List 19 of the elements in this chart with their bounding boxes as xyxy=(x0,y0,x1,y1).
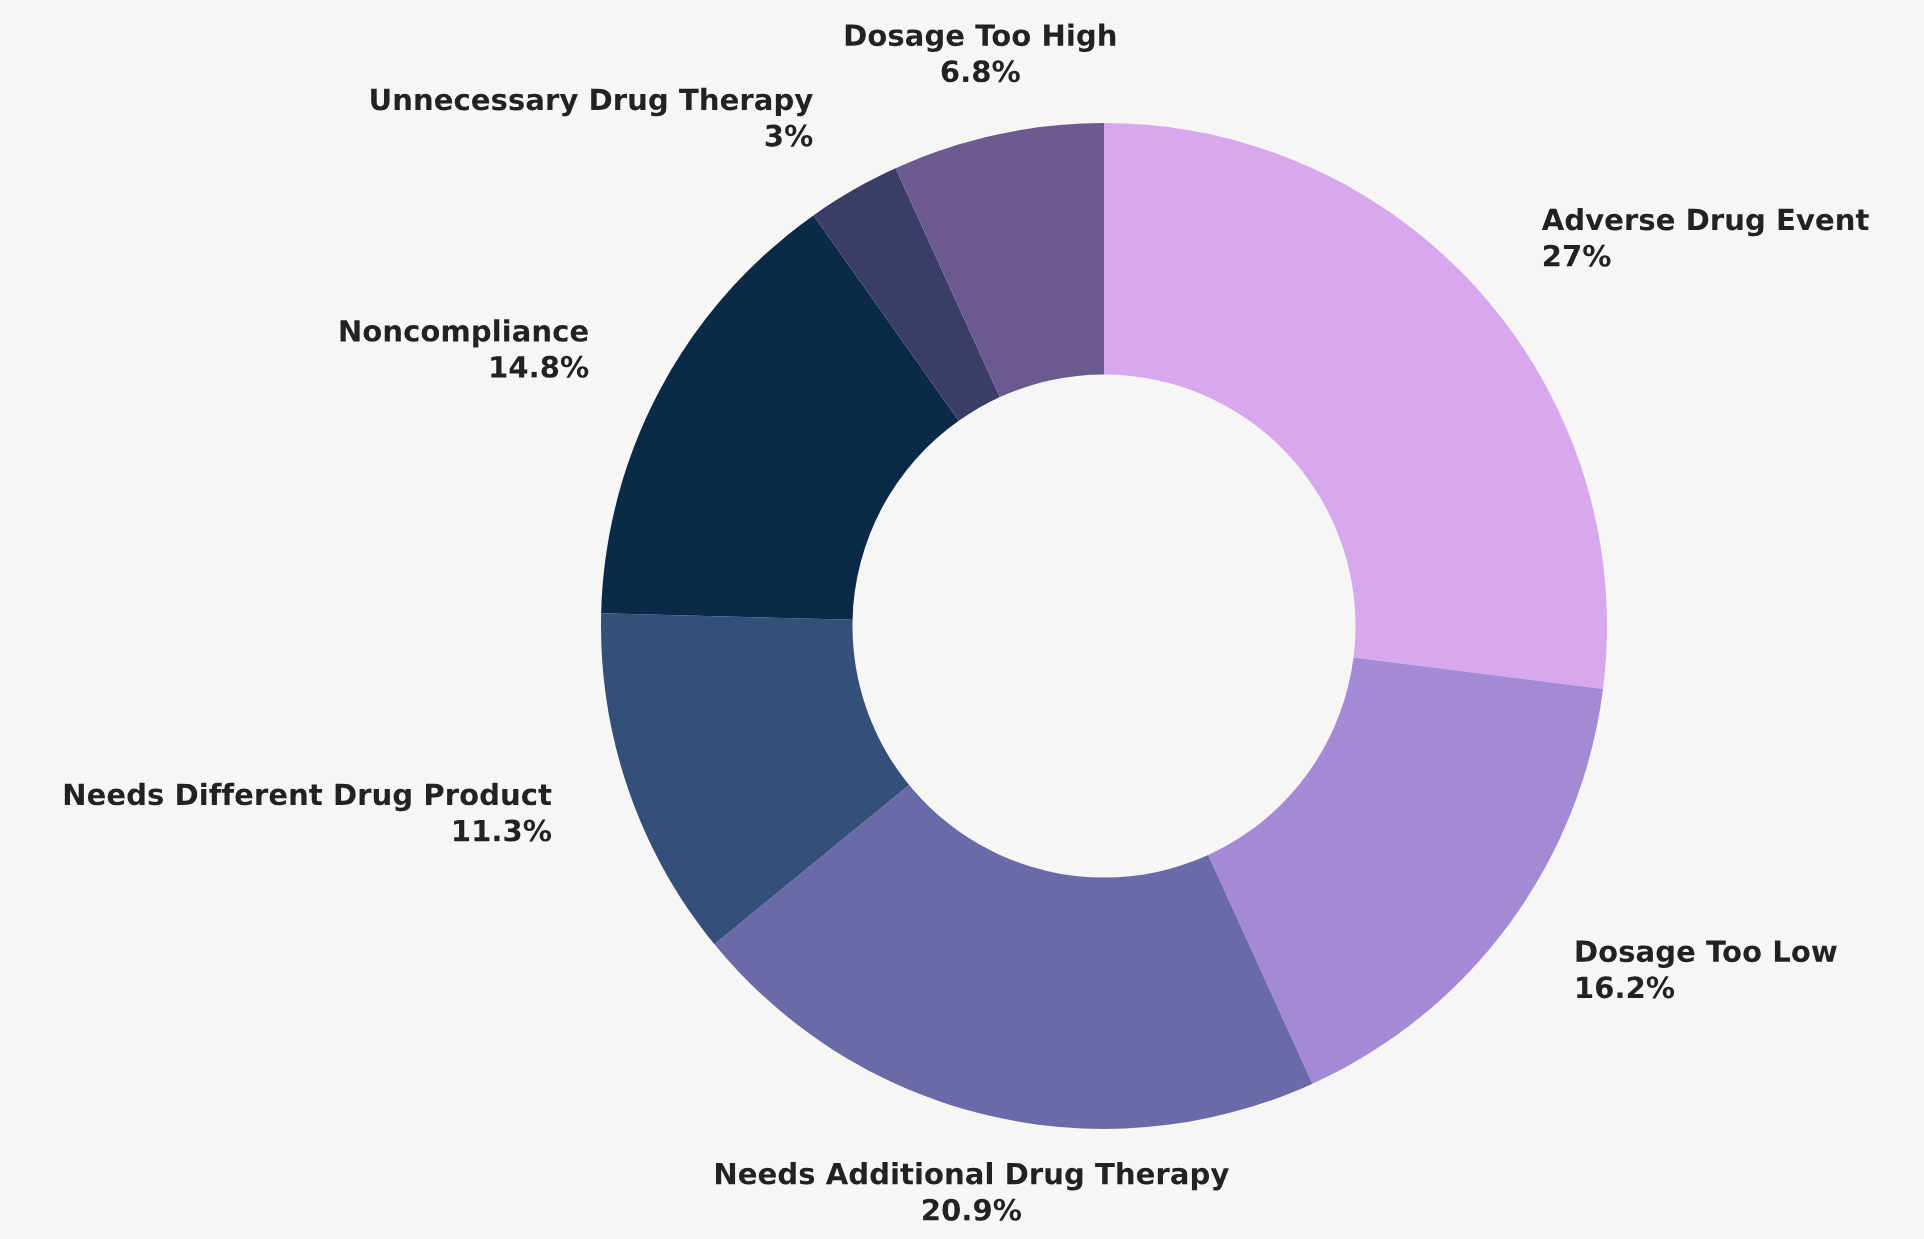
data-label: 11.3% xyxy=(454,819,552,842)
data-label: 16.2% xyxy=(1577,976,1675,999)
slice-label: Dosage Too Low xyxy=(1576,940,1837,969)
slice-label: Noncompliance xyxy=(340,319,588,348)
donut-slice xyxy=(601,613,910,945)
slice-label: Unnecessary Drug Therapy xyxy=(371,87,813,117)
donut-slice xyxy=(895,123,1104,398)
data-label: 27% xyxy=(1543,244,1611,267)
data-label: 3% xyxy=(765,124,813,147)
donut-slice xyxy=(813,168,1000,421)
slice-label: Adverse Drug Event xyxy=(1541,207,1869,237)
slice-label: Needs Additional Drug Therapy xyxy=(716,1161,1229,1191)
data-label: 6.8% xyxy=(941,60,1020,83)
slice-label: Needs Different Drug Product xyxy=(64,782,552,812)
donut-slice xyxy=(714,785,1313,1129)
donut-slice xyxy=(601,215,959,620)
data-label: 14.8% xyxy=(491,355,589,378)
slice-label: Dosage Too High xyxy=(845,23,1116,53)
data-label: 20.9% xyxy=(923,1198,1022,1221)
